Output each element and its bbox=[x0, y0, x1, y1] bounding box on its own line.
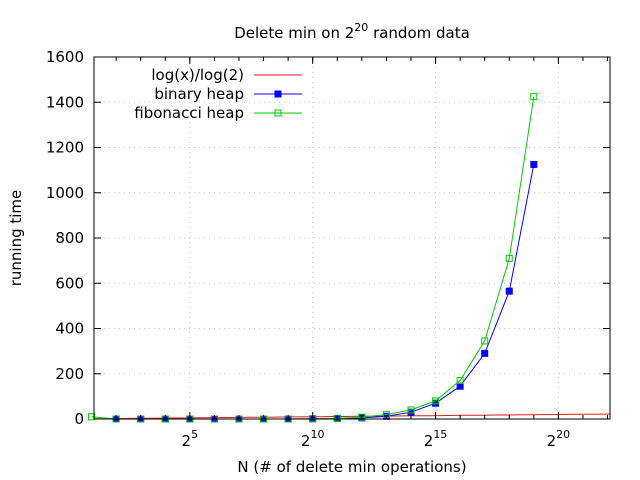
x-axis-label: N (# of delete min operations) bbox=[237, 458, 466, 476]
x-tick-label-base: 2 bbox=[301, 432, 311, 450]
x-tick-label: 215 bbox=[424, 428, 448, 450]
legend-label: fibonacci heap bbox=[134, 104, 244, 122]
data-point bbox=[456, 377, 464, 385]
data-point bbox=[505, 287, 513, 295]
y-tick-label: 1600 bbox=[46, 48, 84, 66]
y-tick-label: 0 bbox=[74, 410, 84, 428]
x-tick-label: 220 bbox=[547, 428, 571, 450]
data-point bbox=[530, 93, 538, 101]
y-tick-label: 800 bbox=[55, 229, 84, 247]
y-axis-label: running time bbox=[7, 190, 25, 287]
y-tick-label: 1200 bbox=[46, 139, 84, 157]
y-tick-label: 200 bbox=[55, 365, 84, 383]
data-point bbox=[505, 254, 513, 262]
legend-marker bbox=[274, 109, 282, 117]
x-tick-label-base: 2 bbox=[424, 432, 434, 450]
data-point bbox=[481, 337, 489, 345]
chart-title-superscript: 20 bbox=[354, 21, 368, 34]
series-line bbox=[93, 413, 611, 420]
y-tick-label: 600 bbox=[55, 274, 84, 292]
data-point bbox=[456, 382, 464, 390]
legend-label: log(x)/log(2) bbox=[151, 66, 244, 84]
chart-title-prefix: Delete min on 2 bbox=[234, 24, 354, 42]
data-point bbox=[432, 397, 440, 405]
y-tick-label: 1000 bbox=[46, 184, 84, 202]
x-tick-label-base: 2 bbox=[547, 432, 557, 450]
grid bbox=[94, 57, 610, 419]
data-point bbox=[88, 413, 96, 421]
y-tick-label: 400 bbox=[55, 320, 84, 338]
x-tick-label-exponent: 10 bbox=[310, 428, 324, 441]
chart-title: Delete min on 220 random data bbox=[234, 21, 470, 42]
chart-title-suffix: random data bbox=[368, 24, 470, 42]
x-tick-label-exponent: 5 bbox=[191, 428, 198, 441]
series-0 bbox=[93, 413, 611, 420]
series-layer bbox=[88, 93, 611, 423]
x-tick-label-base: 2 bbox=[182, 432, 192, 450]
legend-marker bbox=[274, 90, 282, 98]
data-point bbox=[407, 406, 415, 414]
data-point bbox=[358, 413, 366, 421]
data-point bbox=[530, 160, 538, 168]
series-1 bbox=[112, 160, 538, 423]
x-tick-label: 210 bbox=[301, 428, 325, 450]
x-tick-label-exponent: 20 bbox=[556, 428, 570, 441]
ticks bbox=[94, 56, 610, 420]
y-tick-label: 1400 bbox=[46, 93, 84, 111]
data-point bbox=[481, 349, 489, 357]
series-line bbox=[116, 164, 535, 420]
x-tick-label: 25 bbox=[182, 428, 199, 450]
x-tick-label-exponent: 15 bbox=[433, 428, 447, 441]
legend-label: binary heap bbox=[154, 85, 244, 103]
